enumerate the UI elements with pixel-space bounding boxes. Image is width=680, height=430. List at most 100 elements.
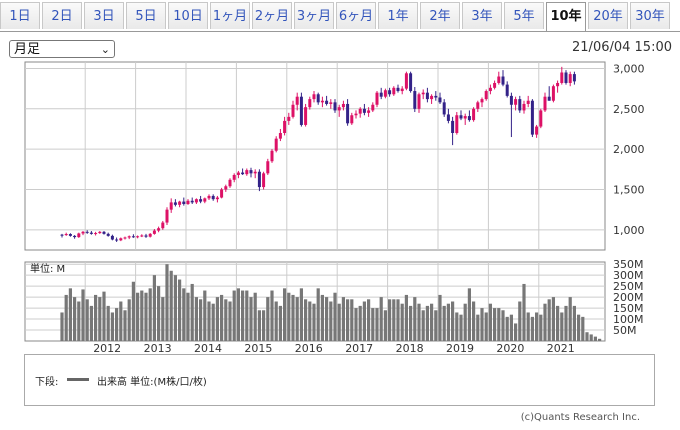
volume-bar bbox=[425, 305, 429, 341]
chevron-down-icon: ⌄ bbox=[100, 43, 110, 56]
volume-bar bbox=[543, 303, 547, 341]
tab-11[interactable]: 3年 bbox=[462, 2, 502, 29]
tab-1[interactable]: 2日 bbox=[42, 2, 82, 29]
tab-4[interactable]: 10日 bbox=[168, 2, 208, 29]
volume-bar bbox=[354, 308, 358, 341]
volume-tick-label: 350M bbox=[613, 258, 644, 271]
volume-tick-label: 200M bbox=[613, 291, 644, 304]
candle-body bbox=[316, 94, 320, 103]
candle-body bbox=[287, 116, 291, 121]
candle-body bbox=[119, 238, 123, 241]
volume-bar bbox=[367, 299, 371, 341]
candle-body bbox=[421, 92, 425, 95]
x-tick-label: 2018 bbox=[396, 342, 424, 354]
volume-bar bbox=[493, 308, 497, 341]
x-tick-label: 2016 bbox=[295, 342, 323, 354]
volume-bar bbox=[257, 310, 261, 341]
candle-body bbox=[425, 92, 429, 100]
volume-bar bbox=[585, 332, 589, 341]
candle-body bbox=[522, 103, 526, 111]
volume-bar bbox=[186, 292, 190, 341]
volume-bar bbox=[320, 294, 324, 341]
candle-body bbox=[203, 198, 207, 202]
volume-bar bbox=[325, 297, 329, 341]
tab-3[interactable]: 5日 bbox=[126, 2, 166, 29]
volume-bar bbox=[467, 288, 471, 341]
candle-body bbox=[241, 172, 245, 175]
candle-body bbox=[572, 74, 576, 82]
candle-body bbox=[186, 200, 190, 205]
volume-bar bbox=[421, 310, 425, 341]
candle-body bbox=[123, 237, 127, 239]
volume-bar bbox=[60, 312, 64, 341]
candle-body bbox=[190, 200, 194, 203]
tab-9[interactable]: 1年 bbox=[378, 2, 418, 29]
tab-14[interactable]: 20年 bbox=[588, 2, 628, 29]
volume-bar bbox=[73, 297, 77, 341]
tab-0[interactable]: 1日 bbox=[0, 2, 40, 29]
candle-body bbox=[337, 107, 341, 111]
volume-bar bbox=[379, 297, 383, 341]
volume-legend-swatch bbox=[67, 378, 89, 381]
tab-divider bbox=[0, 31, 680, 32]
volume-bar bbox=[136, 292, 140, 341]
tab-10[interactable]: 2年 bbox=[420, 2, 460, 29]
volume-bar bbox=[598, 338, 602, 341]
volume-bar bbox=[228, 301, 232, 341]
volume-bar bbox=[400, 303, 404, 341]
volume-bar bbox=[593, 336, 597, 341]
volume-bar bbox=[115, 308, 119, 341]
legend-series-text: 出来高 単位:(M株/口/枚) bbox=[97, 377, 207, 388]
volume-bar bbox=[262, 310, 266, 341]
candle-body bbox=[207, 195, 211, 199]
tab-5[interactable]: 1ヶ月 bbox=[210, 2, 250, 29]
volume-bar bbox=[283, 288, 287, 341]
candle-body bbox=[442, 102, 446, 115]
price-tick-label: 2,500 bbox=[613, 103, 645, 116]
tab-7[interactable]: 3ヶ月 bbox=[294, 2, 334, 29]
tab-8[interactable]: 6ヶ月 bbox=[336, 2, 376, 29]
price-tick-label: 1,000 bbox=[613, 224, 645, 237]
candle-body bbox=[375, 92, 379, 105]
candle-body bbox=[291, 104, 295, 117]
tab-12[interactable]: 5年 bbox=[504, 2, 544, 29]
candle-body bbox=[535, 126, 539, 135]
volume-bar bbox=[144, 292, 148, 341]
volume-bar bbox=[346, 299, 350, 341]
candle-body bbox=[409, 73, 413, 92]
tab-15[interactable]: 30年 bbox=[630, 2, 670, 29]
volume-bar bbox=[299, 288, 303, 341]
candle-body bbox=[136, 236, 140, 238]
candle-body bbox=[148, 233, 152, 237]
candle-body bbox=[236, 172, 240, 175]
volume-bar bbox=[182, 288, 186, 341]
volume-bar bbox=[388, 299, 392, 341]
volume-bar bbox=[581, 316, 585, 341]
volume-bar bbox=[568, 297, 572, 341]
volume-bar bbox=[551, 297, 555, 341]
volume-bar bbox=[148, 288, 152, 341]
candle-body bbox=[106, 233, 110, 236]
candle-body bbox=[140, 235, 144, 237]
volume-bar bbox=[350, 299, 354, 341]
volume-bar bbox=[434, 310, 438, 341]
candle-body bbox=[228, 179, 232, 187]
volume-bar bbox=[157, 286, 161, 341]
x-tick-label: 2020 bbox=[496, 342, 524, 354]
tab-2[interactable]: 3日 bbox=[84, 2, 124, 29]
tab-6[interactable]: 2ヶ月 bbox=[252, 2, 292, 29]
candle-body bbox=[354, 113, 358, 116]
candle-body bbox=[526, 100, 530, 104]
volume-bar bbox=[358, 305, 362, 341]
candle-body bbox=[459, 115, 463, 119]
copyright: (c)Quants Research Inc. bbox=[520, 412, 640, 423]
candle-body bbox=[392, 87, 396, 95]
tab-13[interactable]: 10年 bbox=[546, 2, 586, 32]
period-select-value: 月足 bbox=[14, 42, 41, 57]
candle-body bbox=[362, 108, 366, 113]
period-select[interactable]: 月足 ⌄ bbox=[9, 40, 115, 58]
volume-bar bbox=[232, 290, 236, 341]
candle-body bbox=[346, 103, 350, 124]
volume-bar bbox=[152, 275, 156, 341]
